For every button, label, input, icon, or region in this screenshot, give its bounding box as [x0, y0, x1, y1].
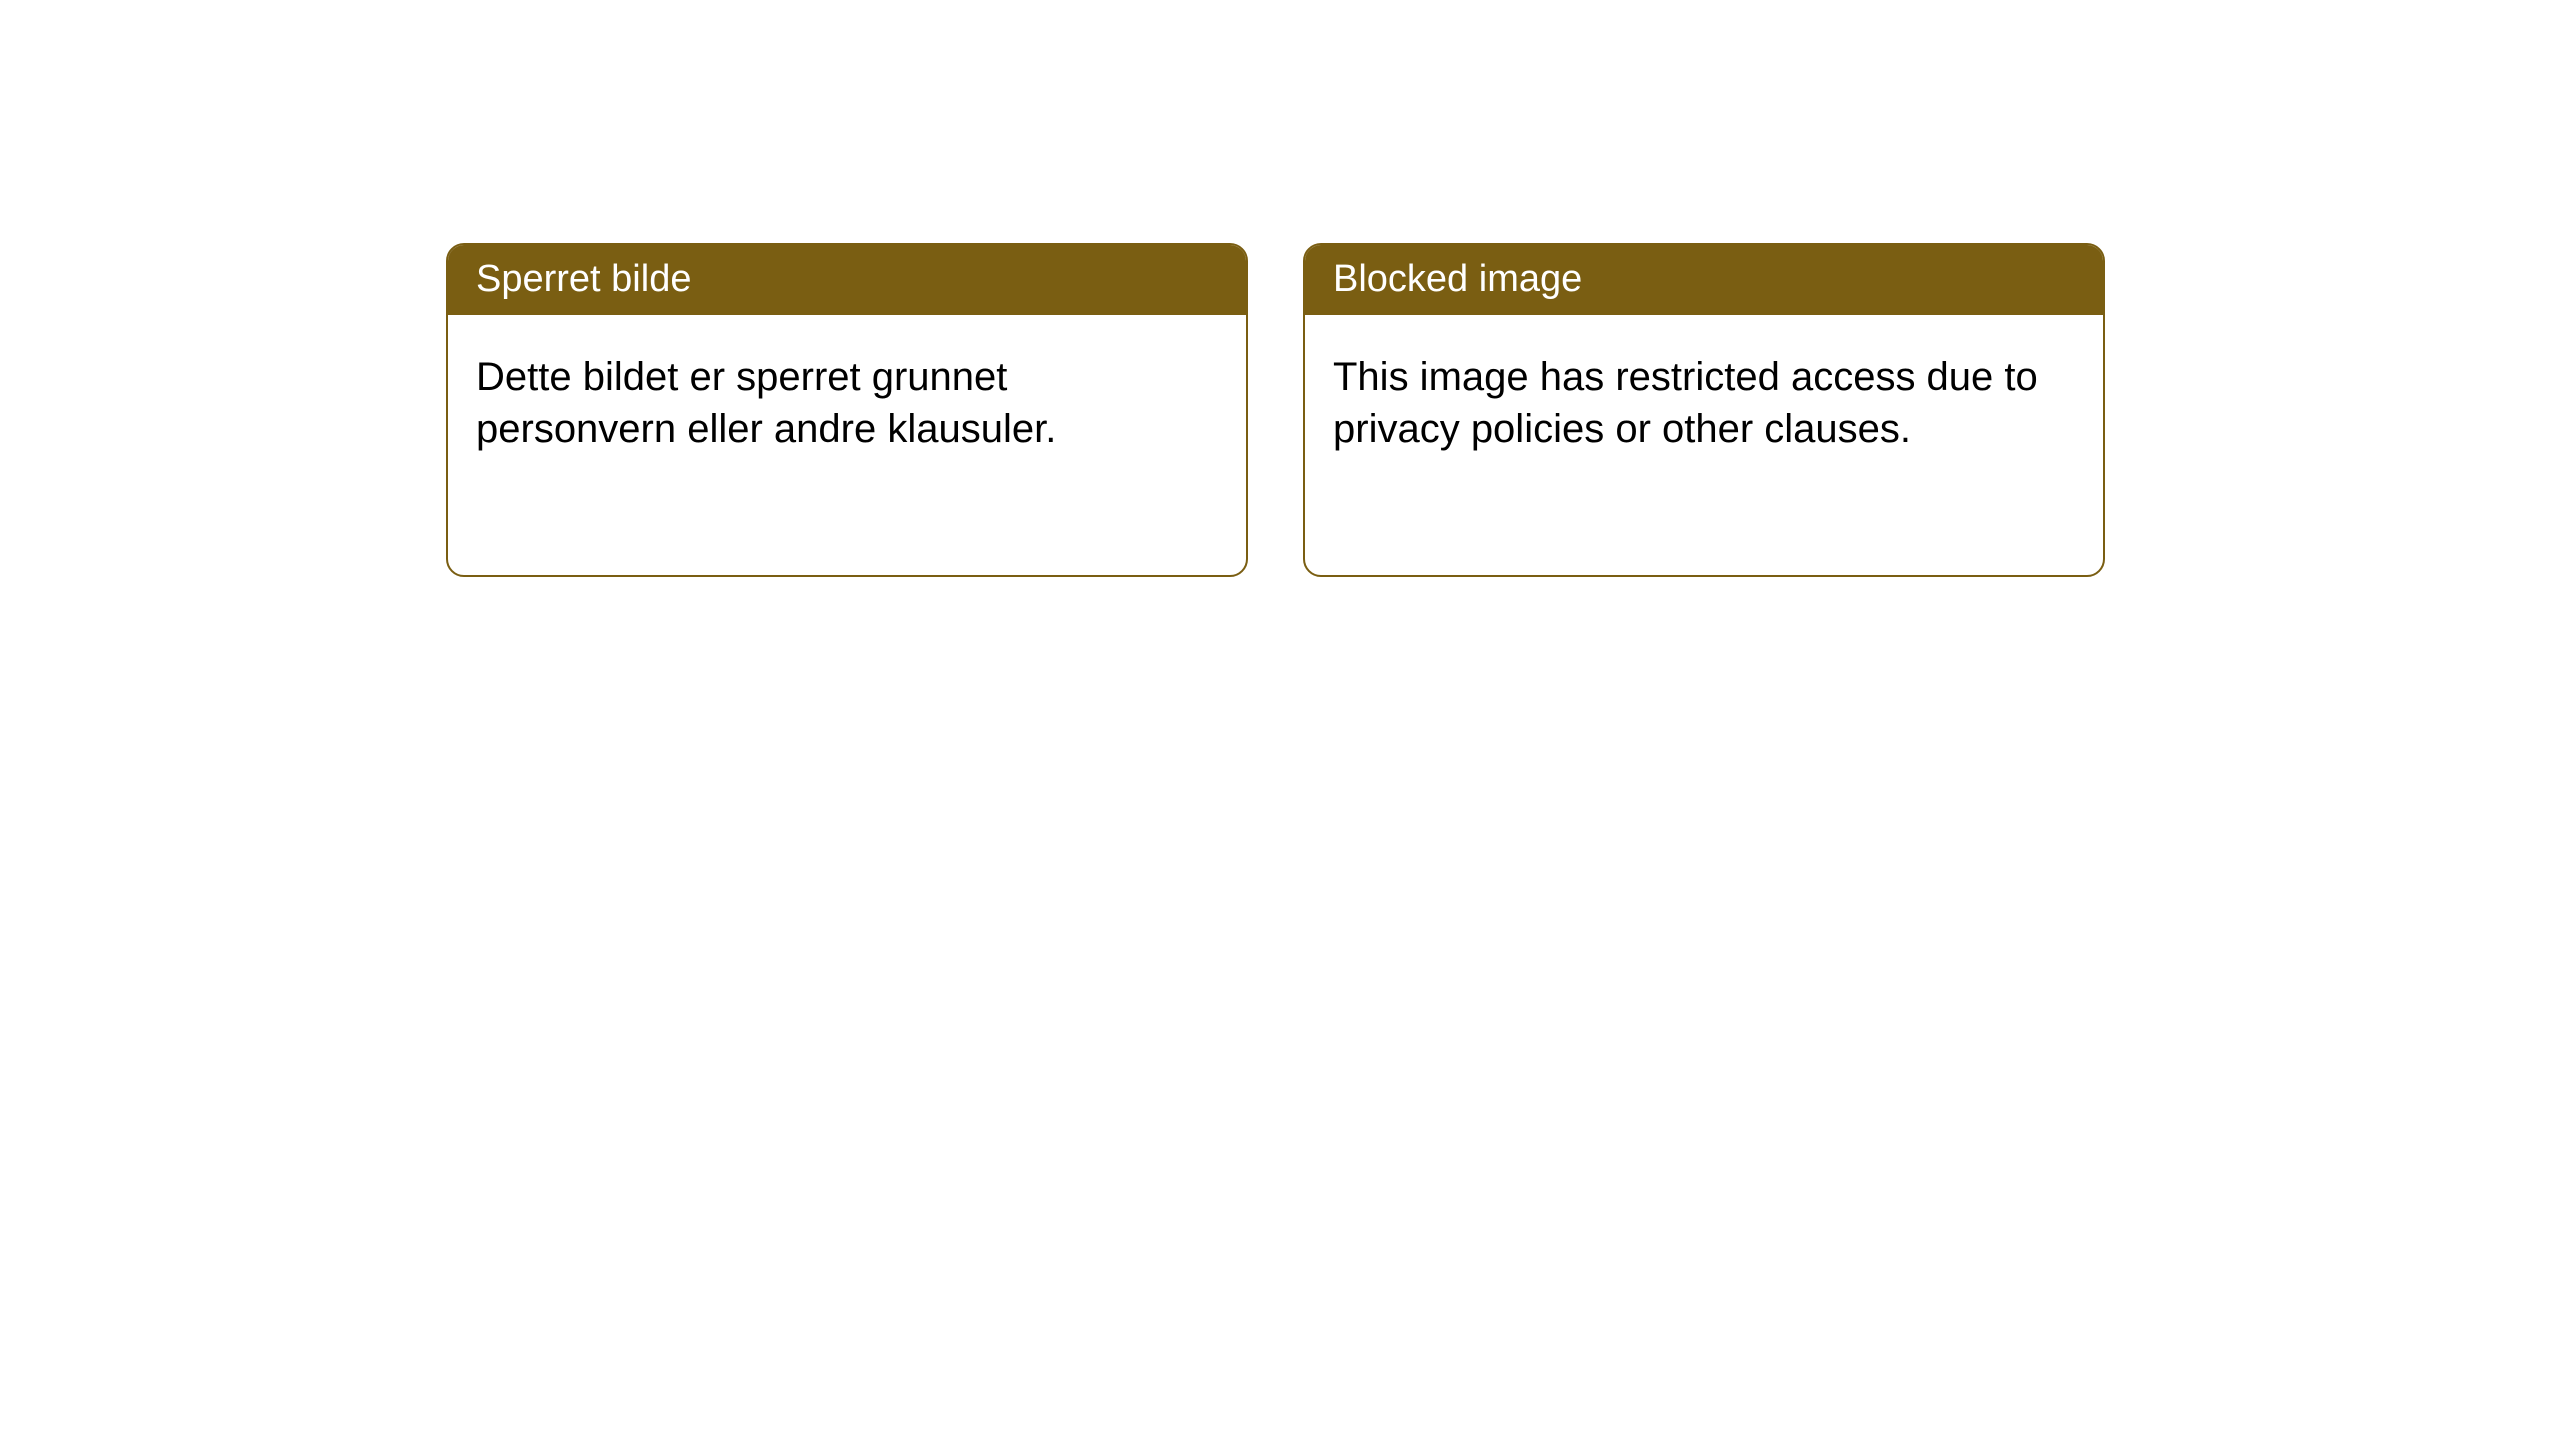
notice-card-english: Blocked image This image has restricted …	[1303, 243, 2105, 577]
card-header: Blocked image	[1305, 245, 2103, 315]
notice-card-norwegian: Sperret bilde Dette bildet er sperret gr…	[446, 243, 1248, 577]
card-header: Sperret bilde	[448, 245, 1246, 315]
notice-cards-container: Sperret bilde Dette bildet er sperret gr…	[446, 243, 2105, 577]
card-body: Dette bildet er sperret grunnet personve…	[448, 315, 1246, 491]
card-body: This image has restricted access due to …	[1305, 315, 2103, 491]
